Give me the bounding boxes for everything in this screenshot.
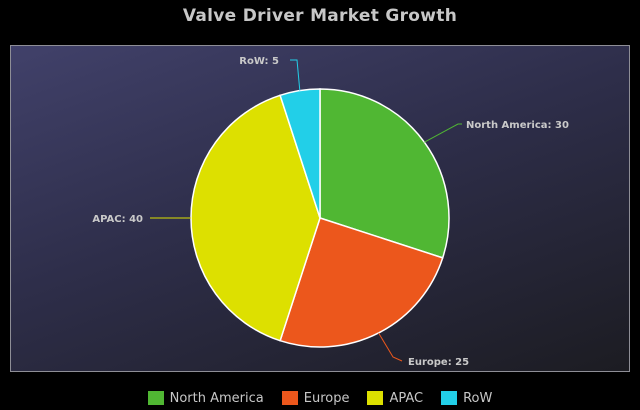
chart-title: Valve Driver Market Growth xyxy=(182,6,458,26)
legend-item-apac[interactable]: APAC xyxy=(367,391,423,406)
legend-label: APAC xyxy=(389,390,424,406)
legend-item-north-america[interactable]: North America xyxy=(147,390,264,406)
legend-label: Europe xyxy=(303,390,350,406)
legend-item-europe[interactable]: Europe xyxy=(281,390,350,406)
data-label-europe: Europe: 25 xyxy=(408,357,469,368)
legend: North America Europe APAC RoW xyxy=(0,388,640,408)
data-label-north-america: North America: 30 xyxy=(466,120,569,131)
legend-item-row[interactable]: RoW xyxy=(441,391,492,406)
data-label-row: RoW: 5 xyxy=(239,56,279,67)
pie-slice-europe[interactable] xyxy=(279,217,444,348)
data-label-apac: APAC: 40 xyxy=(92,214,143,225)
legend-swatch xyxy=(147,391,164,405)
legend-swatch xyxy=(367,391,384,405)
legend-label: North America xyxy=(169,390,264,406)
label-connector-north-america xyxy=(424,123,462,143)
legend-label: RoW xyxy=(463,390,493,406)
legend-swatch xyxy=(281,391,298,405)
label-connector-row xyxy=(290,59,301,91)
pie-slice-north-america[interactable] xyxy=(319,88,450,259)
pie-slice-apac[interactable] xyxy=(190,94,321,342)
legend-swatch xyxy=(441,391,458,405)
pie-slice-row[interactable] xyxy=(279,88,321,219)
label-connector-europe xyxy=(378,332,403,362)
